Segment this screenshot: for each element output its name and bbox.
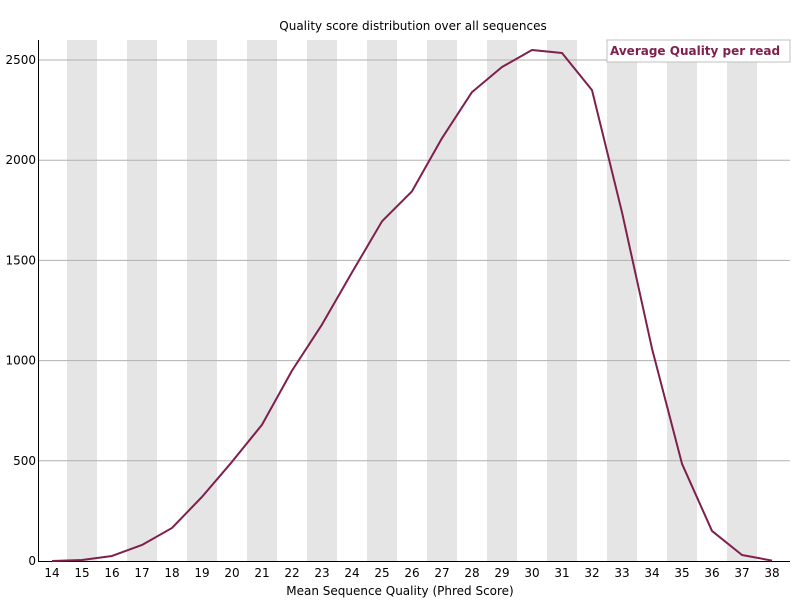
x-tick-label: 15 — [74, 566, 89, 580]
chart-stripes — [67, 40, 757, 561]
x-tick-label: 21 — [254, 566, 269, 580]
x-tick-label: 23 — [314, 566, 329, 580]
chart-title: Quality score distribution over all sequ… — [279, 19, 546, 33]
y-tick-label: 500 — [13, 454, 36, 468]
x-tick-label: 29 — [494, 566, 509, 580]
stripe-35 — [667, 40, 697, 561]
x-tick-labels: 14 15 16 17 18 19 20 21 22 23 24 25 26 27 28 29 30 31 32 33… — [44, 566, 779, 580]
x-tick-label: 34 — [644, 566, 659, 580]
x-tick-label: 24 — [344, 566, 359, 580]
x-tick-label: 35 — [674, 566, 689, 580]
x-tick-label: 14 — [44, 566, 59, 580]
x-tick-label: 25 — [374, 566, 389, 580]
stripe-17 — [127, 40, 157, 561]
x-tick-label: 17 — [134, 566, 149, 580]
stripe-33 — [607, 40, 637, 561]
x-tick-label: 36 — [704, 566, 719, 580]
y-tick-label: 0 — [28, 554, 36, 568]
x-tick-label: 37 — [734, 566, 749, 580]
chart-gridlines — [38, 59, 790, 462]
x-tick-label: 18 — [164, 566, 179, 580]
x-tick-label: 16 — [104, 566, 119, 580]
chart-legend: Average Quality per read — [606, 39, 791, 63]
chart-axes — [38, 40, 790, 562]
stripe-37 — [727, 40, 757, 561]
x-tick-label: 19 — [194, 566, 209, 580]
x-tick-label: 30 — [524, 566, 539, 580]
stripe-31 — [547, 40, 577, 561]
y-tick-label: 2500 — [5, 53, 36, 67]
x-tick-label: 28 — [464, 566, 479, 580]
y-tick-label: 2000 — [5, 153, 36, 167]
x-tick-label: 27 — [434, 566, 449, 580]
x-tick-label: 26 — [404, 566, 419, 580]
stripe-15 — [67, 40, 97, 561]
y-tick-labels: 0 500 1000 1500 2000 2500 — [5, 53, 36, 568]
x-tick-label: 32 — [584, 566, 599, 580]
x-tick-label: 22 — [284, 566, 299, 580]
x-tick-label: 33 — [614, 566, 629, 580]
stripe-29 — [487, 40, 517, 561]
stripe-25 — [367, 40, 397, 561]
chart-series — [51, 49, 773, 562]
y-tick-label: 1500 — [5, 253, 36, 267]
legend-entry-average-quality: Average Quality per read — [610, 44, 780, 58]
x-axis-label: Mean Sequence Quality (Phred Score) — [286, 584, 514, 598]
stripe-23 — [307, 40, 337, 561]
y-tick-label: 1000 — [5, 354, 36, 368]
x-tick-label: 38 — [764, 566, 779, 580]
stripe-27 — [427, 40, 457, 561]
x-tick-label: 31 — [554, 566, 569, 580]
stripe-19 — [187, 40, 217, 561]
series-line-average-quality — [51, 49, 773, 562]
stripe-21 — [247, 40, 277, 561]
x-tick-label: 20 — [224, 566, 239, 580]
legend-box — [606, 39, 791, 63]
